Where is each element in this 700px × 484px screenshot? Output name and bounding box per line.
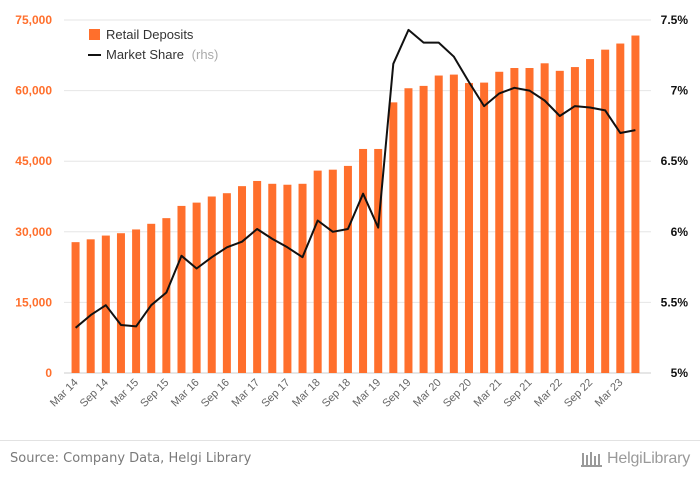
right-axis-tick-label: 5% [671, 366, 689, 380]
bar [192, 202, 201, 373]
bar [207, 196, 216, 373]
bar [510, 68, 519, 374]
library-building-icon [581, 452, 603, 467]
bar [71, 242, 80, 373]
bar [374, 148, 383, 373]
right-axis-tick-label: 7.5% [661, 13, 689, 27]
right-axis-tick-label: 6% [671, 225, 689, 239]
x-axis-tick-label: Mar 23 [593, 377, 626, 410]
bar [555, 70, 564, 373]
logo-text: HelgiLibrary [607, 450, 690, 467]
legend: Retail Deposits Market Share (rhs) [88, 27, 218, 62]
x-axis-tick-label: Mar 14 [48, 377, 81, 410]
bar [328, 169, 337, 373]
legend-label-market-share: Market Share [106, 47, 184, 62]
bar [570, 67, 579, 374]
bar [283, 184, 292, 373]
x-axis-tick-label: Sep 17 [259, 377, 292, 410]
left-axis-tick-label: 45,000 [15, 154, 52, 168]
left-axis-tick-label: 60,000 [15, 84, 52, 98]
left-axis-tick-label: 75,000 [15, 13, 52, 27]
bar [404, 88, 413, 373]
x-axis-tick-label: Mar 20 [411, 377, 444, 410]
bar [116, 233, 125, 373]
bar [616, 43, 625, 374]
x-axis-tick-label: Mar 19 [351, 377, 384, 410]
left-axis-tick-label: 30,000 [15, 225, 52, 239]
bar [147, 223, 156, 373]
x-axis-tick-label: Sep 15 [138, 377, 171, 410]
x-axis-tick-label: Sep 18 [320, 377, 353, 410]
x-axis-tick-label: Mar 21 [472, 377, 505, 410]
right-axis-tick-label: 7% [671, 84, 689, 98]
bar [586, 59, 595, 373]
left-axis-tick-label: 0 [45, 366, 52, 380]
chart: 0 15,000 30,000 45,000 60,000 75,000 5% 5.5% 6%… [15, 13, 689, 410]
bar [601, 49, 610, 373]
right-axis-tick-label: 6.5% [661, 154, 689, 168]
source-note: Source: Company Data, Helgi Library [10, 451, 252, 466]
bar [389, 102, 398, 373]
bar [540, 63, 549, 374]
x-axis-tick-label: Sep 21 [501, 377, 534, 410]
x-axis-tick-label: Sep 14 [78, 377, 111, 410]
bar [238, 186, 247, 373]
bar [631, 35, 640, 373]
bar [480, 82, 489, 373]
bar [525, 68, 534, 374]
x-axis-tick-label: Sep 22 [562, 377, 595, 410]
bar [298, 183, 307, 373]
helgi-library-logo: HelgiLibrary [581, 450, 690, 468]
x-axis-tick-label: Mar 15 [109, 377, 142, 410]
legend-label-retail-deposits: Retail Deposits [106, 27, 194, 42]
left-axis-tick-labels: 0 15,000 30,000 45,000 60,000 75,000 [15, 13, 52, 380]
bar [464, 83, 473, 373]
bar [222, 193, 231, 373]
bar [268, 183, 277, 373]
line-series-market-share [74, 28, 636, 329]
gridlines [64, 19, 651, 374]
x-axis-tick-label: Mar 16 [169, 377, 202, 410]
right-axis-tick-label: 5.5% [661, 295, 689, 309]
footer: Source: Company Data, Helgi Library Helg… [0, 440, 700, 484]
bar [495, 71, 504, 374]
bar [343, 165, 352, 373]
bar [132, 229, 141, 373]
bar [162, 218, 171, 373]
market-share-line [74, 28, 636, 329]
bar [419, 85, 428, 373]
x-axis-tick-label: Sep 16 [199, 377, 232, 410]
legend-swatch-retail-deposits [89, 29, 100, 40]
bar [313, 170, 322, 373]
svg-text:Market Share (rhs): Market Share (rhs) [106, 47, 218, 62]
right-axis-tick-labels: 5% 5.5% 6% 6.5% 7% 7.5% [661, 13, 689, 380]
x-axis-tick-label: Sep 19 [380, 377, 413, 410]
x-axis-tick-label: Mar 22 [532, 377, 565, 410]
bar [449, 74, 458, 373]
bar [86, 239, 95, 373]
bar [359, 148, 368, 373]
legend-label-market-share-suffix: (rhs) [192, 47, 219, 62]
bar [253, 180, 262, 373]
x-axis-tick-label: Mar 18 [290, 377, 323, 410]
bar [177, 205, 186, 373]
left-axis-tick-label: 15,000 [15, 295, 52, 309]
bar-series-retail-deposits [71, 35, 640, 374]
x-axis-tick-label: Mar 17 [230, 377, 263, 410]
x-axis-tick-label: Sep 20 [441, 377, 474, 410]
bar [434, 75, 443, 373]
